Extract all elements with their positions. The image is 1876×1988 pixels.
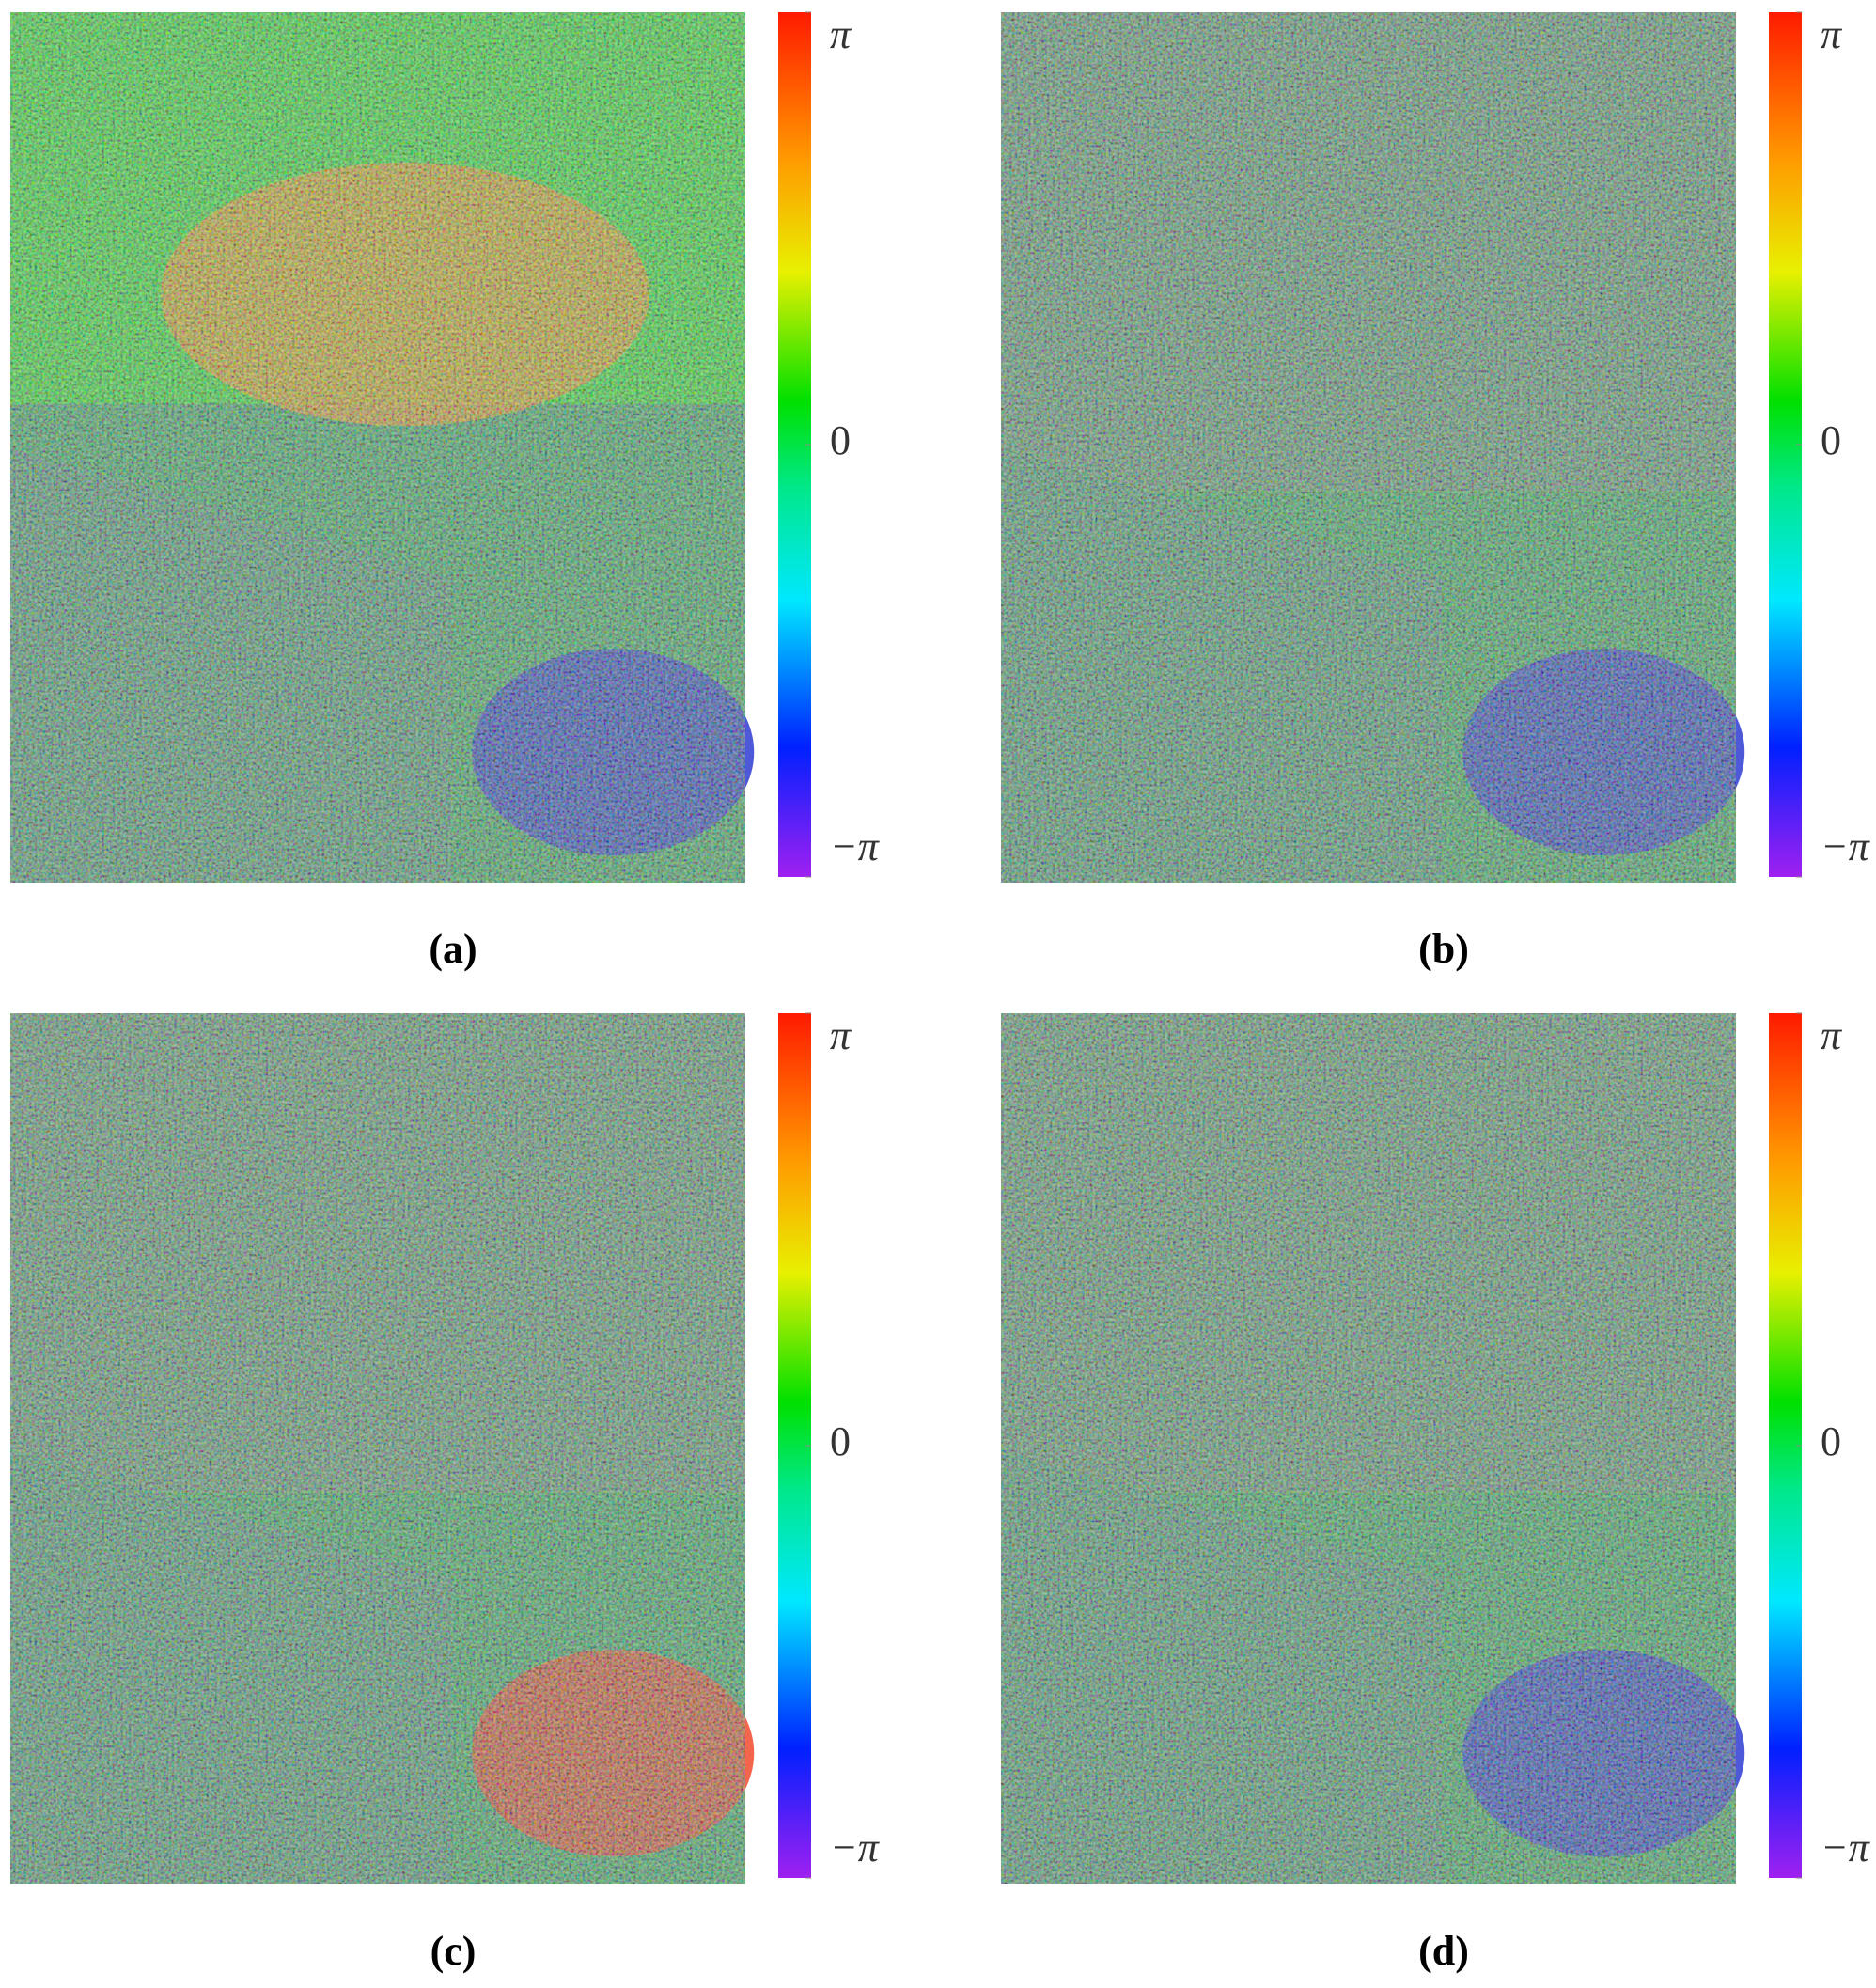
panel-label: (a) <box>429 926 477 972</box>
image-noise <box>1001 12 1736 883</box>
interferogram <box>10 12 755 883</box>
panel-label: (c) <box>430 1928 477 1974</box>
colorbar-tick-label: −π <box>830 1824 881 1871</box>
colorbar-tick-label: −π <box>830 823 881 869</box>
interferogram <box>10 1013 755 1884</box>
colorbar-tick-label: 0 <box>830 417 851 463</box>
colorbar-tick-label: −π <box>1821 1824 1871 1871</box>
interferogram <box>1001 1013 1745 1884</box>
colorbar-tick-label: −π <box>1821 823 1871 869</box>
colorbar-tick-label: 0 <box>1821 417 1841 463</box>
panel-label: (b) <box>1418 926 1469 972</box>
colorbar-tick-label: π <box>830 1012 852 1058</box>
image-noise <box>10 1013 745 1884</box>
colorbar-tick-label: π <box>1821 1012 1843 1058</box>
colorbar-tick-label: π <box>1821 11 1843 57</box>
colorbar-tick-label: 0 <box>1821 1418 1841 1464</box>
image-noise <box>10 12 745 883</box>
colorbar-tick-label: π <box>830 11 852 57</box>
panel-label: (d) <box>1418 1928 1469 1974</box>
interferogram <box>1001 12 1745 883</box>
colorbar-tick-label: 0 <box>830 1418 851 1464</box>
image-noise <box>1001 1013 1736 1884</box>
